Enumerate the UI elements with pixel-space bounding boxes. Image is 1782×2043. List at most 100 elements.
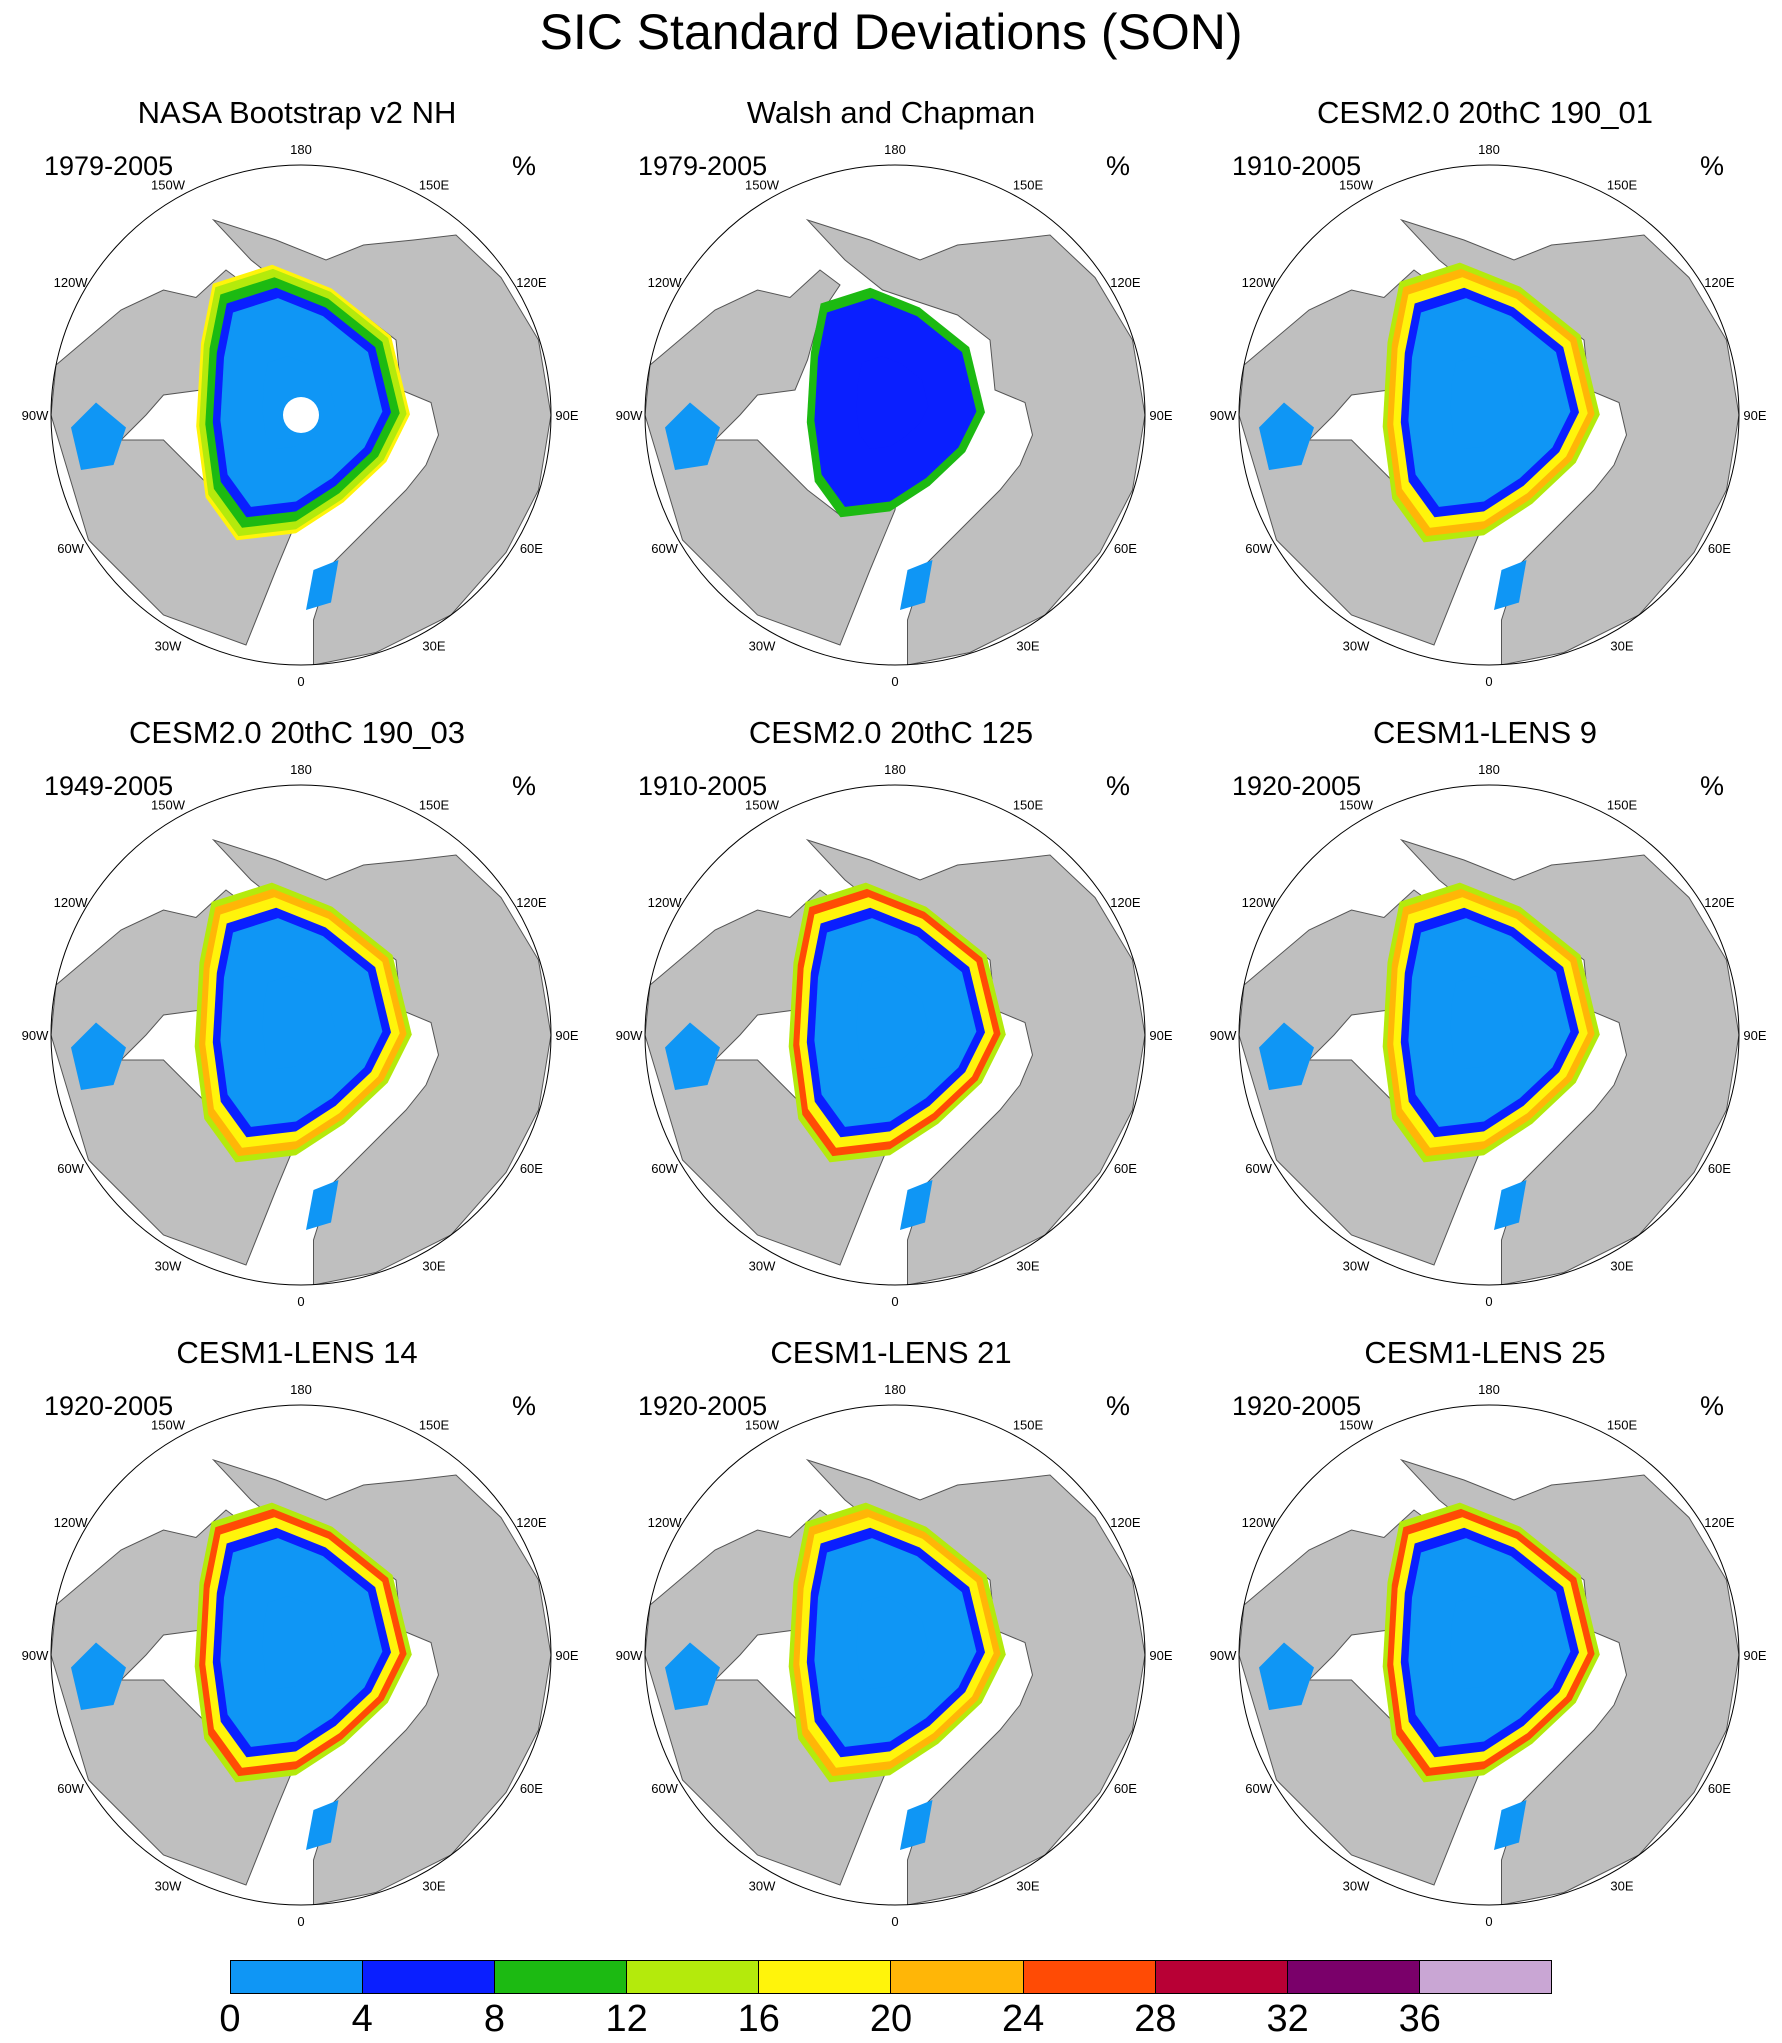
colorbar-labels: 0 4 8 12 16 20 24 28 32 36 <box>0 1997 1782 2043</box>
panel-units: % <box>1700 151 1725 181</box>
sic-contour-band <box>856 976 929 1069</box>
sic-contour-band <box>900 1800 933 1850</box>
longitude-label: 0 <box>891 1294 898 1309</box>
land-mass <box>1239 269 1495 646</box>
longitude-label: 60E <box>1708 1781 1731 1796</box>
sic-contour-band <box>900 560 933 610</box>
longitude-label: 60E <box>520 541 543 556</box>
panel-units: % <box>1106 151 1131 181</box>
colorbar-label: 16 <box>737 1998 780 2040</box>
longitude-label: 30W <box>155 1258 182 1273</box>
sic-contour-band <box>71 1022 126 1090</box>
sic-contour-band <box>1450 1596 1523 1689</box>
panel-title: CESM1-LENS 21 <box>770 1335 1012 1370</box>
longitude-label: 30W <box>1343 1878 1370 1893</box>
sic-contour-band <box>665 1022 720 1090</box>
sic-contour-band <box>1494 1180 1527 1230</box>
longitude-label: 60W <box>57 541 84 556</box>
colorbar-box <box>1155 1961 1288 1993</box>
longitude-label: 150W <box>151 1418 186 1433</box>
longitude-label: 180 <box>290 1382 312 1397</box>
panel-period: 1920-2005 <box>1232 1391 1362 1421</box>
map-boundary <box>1238 784 1740 1286</box>
panel-title: Walsh and Chapman <box>746 95 1036 130</box>
longitude-label: 60E <box>520 1781 543 1796</box>
longitude-label: 120E <box>1704 895 1735 910</box>
map-panel: CESM2.0 20thC 125 1910-2005 % 180 150E 120… <box>594 715 1188 1335</box>
longitude-label: 150W <box>745 1418 780 1433</box>
panel-units: % <box>1700 1391 1725 1421</box>
longitude-label: 30W <box>155 1878 182 1893</box>
colorbar-box <box>1419 1961 1551 1993</box>
longitude-label: 120W <box>1242 895 1277 910</box>
panel-period: 1910-2005 <box>638 771 768 801</box>
map-boundary <box>644 164 1146 666</box>
polar-map: 180 150E 120E 90E 60E 30E 0 30W 60W 90W 120W 150W <box>616 142 1173 689</box>
land-mass <box>1239 889 1495 1266</box>
longitude-label: 0 <box>1485 1914 1492 1929</box>
longitude-label: 60W <box>1245 1161 1272 1176</box>
polar-map: 180 150E 120E 90E 60E 30E 0 30W 60W 90W 120W 150W <box>22 1382 579 1929</box>
longitude-label: 30W <box>749 1258 776 1273</box>
map-panel: CESM1-LENS 25 1920-2005 % 180 150E 120E 90E… <box>1188 1335 1782 1955</box>
panel-title: NASA Bootstrap v2 NH <box>137 95 457 130</box>
longitude-label: 150E <box>1607 178 1638 193</box>
longitude-label: 30E <box>1016 1878 1039 1893</box>
land-mass <box>645 889 901 1266</box>
longitude-label: 90E <box>1743 1028 1766 1043</box>
longitude-label: 90E <box>555 1028 578 1043</box>
map-panel: CESM1-LENS 9 1920-2005 % 180 150E 120E 90E 6… <box>1188 715 1782 1335</box>
panel-title: CESM1-LENS 25 <box>1364 1335 1606 1370</box>
sic-contour-band <box>71 402 126 470</box>
longitude-label: 120E <box>1704 1515 1735 1530</box>
colorbar-box <box>1287 1961 1420 1993</box>
longitude-label: 150W <box>745 798 780 813</box>
sic-contour-band <box>900 1180 933 1230</box>
panel-period: 1920-2005 <box>1232 771 1362 801</box>
longitude-label: 120W <box>54 895 89 910</box>
land-mass <box>51 1509 307 1886</box>
sic-contour-band <box>262 1596 335 1689</box>
longitude-label: 150E <box>1013 798 1044 813</box>
map-boundary <box>1238 1404 1740 1906</box>
polar-map: 180 150E 120E 90E 60E 30E 0 30W 60W 90W 120W 150W <box>1210 142 1767 689</box>
longitude-label: 150E <box>1607 1418 1638 1433</box>
longitude-label: 90W <box>1210 408 1237 423</box>
longitude-label: 120E <box>1110 895 1141 910</box>
longitude-label: 180 <box>884 142 906 157</box>
longitude-label: 150W <box>1339 1418 1374 1433</box>
longitude-label: 180 <box>1478 142 1500 157</box>
map-panel: CESM2.0 20thC 190_01 1910-2005 % 180 150E… <box>1188 95 1782 715</box>
longitude-label: 90W <box>1210 1028 1237 1043</box>
longitude-label: 60E <box>1114 1781 1137 1796</box>
longitude-label: 90W <box>616 408 643 423</box>
longitude-label: 30W <box>155 638 182 653</box>
longitude-label: 60W <box>57 1781 84 1796</box>
map-boundary <box>644 1404 1146 1906</box>
colorbar-label: 4 <box>351 1998 373 2040</box>
longitude-label: 90E <box>1149 408 1172 423</box>
longitude-label: 0 <box>297 1294 304 1309</box>
longitude-label: 90E <box>1743 408 1766 423</box>
colorbar-box <box>1023 1961 1156 1993</box>
colorbar-label: 8 <box>483 1998 505 2040</box>
longitude-label: 120E <box>1704 275 1735 290</box>
map-panel: Walsh and Chapman 1979-2005 % 180 150E 120… <box>594 95 1188 715</box>
longitude-label: 60E <box>1114 1161 1137 1176</box>
longitude-label: 150E <box>419 178 450 193</box>
sic-contour-band <box>856 356 929 449</box>
longitude-label: 150W <box>151 178 186 193</box>
panel-period: 1979-2005 <box>44 151 174 181</box>
map-content <box>51 165 551 665</box>
panel-units: % <box>512 771 537 801</box>
longitude-label: 180 <box>884 762 906 777</box>
longitude-label: 120W <box>54 275 89 290</box>
map-content <box>51 785 551 1285</box>
longitude-label: 30W <box>1343 638 1370 653</box>
longitude-label: 150W <box>151 798 186 813</box>
panel-units: % <box>1106 1391 1131 1421</box>
panel-period: 1979-2005 <box>638 151 768 181</box>
panel-period: 1920-2005 <box>44 1391 174 1421</box>
map-boundary <box>50 784 552 1286</box>
map-panel: CESM1-LENS 14 1920-2005 % 180 150E 120E 90E… <box>0 1335 594 1955</box>
